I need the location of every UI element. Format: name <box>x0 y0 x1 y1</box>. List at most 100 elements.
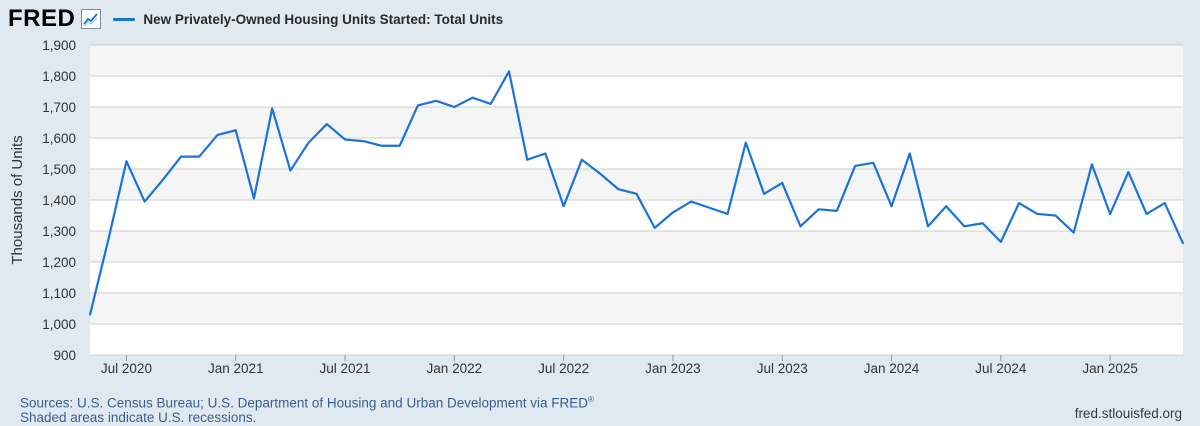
data-point[interactable] <box>489 103 492 105</box>
data-point[interactable] <box>835 209 838 212</box>
x-tick-label: Jan 2022 <box>427 361 483 376</box>
x-axis-tick-labels: Jul 2020 Jan 2021 Jul 2021 Jan 2022 Jul 2022… <box>101 355 1138 376</box>
gridline-bands <box>90 45 1183 324</box>
legend-swatch <box>113 17 136 21</box>
data-point[interactable] <box>216 134 219 136</box>
data-point[interactable] <box>1127 171 1130 174</box>
data-point[interactable] <box>562 205 565 208</box>
fred-logo[interactable]: FRED <box>8 5 76 32</box>
data-point[interactable] <box>908 152 911 155</box>
x-tick-label: Jan 2021 <box>208 361 264 376</box>
data-point[interactable] <box>744 141 747 144</box>
y-axis-tick-labels: 900 1,000 1,100 1,200 1,300 1,400 1,500 1,600 1,… <box>42 38 76 363</box>
data-point[interactable] <box>107 239 110 242</box>
data-point[interactable] <box>271 107 274 110</box>
data-point[interactable] <box>763 192 765 195</box>
data-point[interactable] <box>1182 242 1184 245</box>
x-tick-label: Jan 2024 <box>864 361 920 376</box>
data-point[interactable] <box>872 161 875 164</box>
data-point[interactable] <box>690 200 693 203</box>
data-point[interactable] <box>344 138 346 141</box>
data-point[interactable] <box>398 144 401 147</box>
data-point[interactable] <box>781 182 784 184</box>
data-point[interactable] <box>143 200 146 203</box>
data-point[interactable] <box>89 313 91 316</box>
y-tick-label: 1,600 <box>42 131 76 146</box>
x-tick-label: Jan 2023 <box>645 361 701 376</box>
data-point[interactable] <box>817 208 820 211</box>
data-point[interactable] <box>380 144 383 147</box>
data-point[interactable] <box>799 225 802 228</box>
series-points <box>89 70 1184 316</box>
x-tick-label: Jul 2022 <box>538 361 589 376</box>
data-point[interactable] <box>653 227 656 229</box>
data-point[interactable] <box>1036 213 1039 215</box>
legend-label: New Privately-Owned Housing Units Starte… <box>143 11 504 27</box>
data-point[interactable] <box>963 225 966 228</box>
data-point[interactable] <box>927 225 929 228</box>
data-point[interactable] <box>435 99 438 102</box>
data-point[interactable] <box>253 197 255 200</box>
y-tick-label: 900 <box>53 348 76 363</box>
y-tick-label: 1,400 <box>42 193 76 208</box>
y-tick-label: 1,300 <box>42 224 76 239</box>
y-tick-label: 1,500 <box>42 162 76 177</box>
legend[interactable]: New Privately-Owned Housing Units Starte… <box>113 12 503 27</box>
data-point[interactable] <box>1163 202 1166 205</box>
y-axis-label: Thousands of Units <box>9 135 26 264</box>
data-point[interactable] <box>417 104 419 107</box>
data-point[interactable] <box>1054 214 1057 217</box>
x-tick-label: Jul 2020 <box>101 361 152 376</box>
data-point[interactable] <box>617 188 620 191</box>
site-link[interactable]: fred.stlouisfed.org <box>1074 406 1182 421</box>
y-tick-label: 1,200 <box>42 255 76 270</box>
data-point[interactable] <box>1018 202 1020 205</box>
y-tick-label: 1,000 <box>42 317 76 332</box>
data-point[interactable] <box>161 178 164 181</box>
x-tick-label: Jul 2021 <box>320 361 371 376</box>
footer-sources: Sources: U.S. Census Bureau; U.S. Depart… <box>20 393 594 426</box>
data-point[interactable] <box>890 205 893 208</box>
data-point[interactable] <box>198 155 201 158</box>
data-point[interactable] <box>945 205 948 208</box>
data-point[interactable] <box>508 70 510 73</box>
data-point[interactable] <box>362 140 365 143</box>
data-point[interactable] <box>726 213 729 215</box>
data-point[interactable] <box>981 222 984 225</box>
data-point[interactable] <box>125 160 128 163</box>
y-tick-label: 1,800 <box>42 69 76 84</box>
data-point[interactable] <box>526 158 529 161</box>
data-point[interactable] <box>708 206 711 209</box>
data-point[interactable] <box>180 155 182 158</box>
data-point[interactable] <box>1072 231 1075 234</box>
data-point[interactable] <box>1145 213 1148 215</box>
x-tick-label: Jul 2024 <box>975 361 1027 376</box>
data-point[interactable] <box>544 152 547 155</box>
x-tick-label: Jan 2025 <box>1082 361 1138 376</box>
line-chart-icon <box>81 9 102 29</box>
data-point[interactable] <box>453 106 456 108</box>
data-point[interactable] <box>471 96 474 99</box>
data-point[interactable] <box>999 240 1002 243</box>
chart-header: FRED New Privately-Owned Housing Units S… <box>8 6 503 32</box>
y-tick-label: 1,700 <box>42 100 76 115</box>
data-point[interactable] <box>307 141 310 144</box>
data-point[interactable] <box>325 123 328 125</box>
grid-band <box>90 231 1183 262</box>
recession-note: Shaded areas indicate U.S. recessions. <box>20 410 257 425</box>
sources-text: Sources: U.S. Census Bureau; U.S. Depart… <box>20 395 589 411</box>
grid-band <box>90 293 1183 324</box>
y-tick-label: 1,100 <box>42 286 76 301</box>
y-tick-label: 1,900 <box>42 38 76 53</box>
data-point[interactable] <box>1091 163 1093 166</box>
data-point[interactable] <box>234 129 237 132</box>
data-point[interactable] <box>580 158 583 161</box>
data-point[interactable] <box>854 165 856 167</box>
data-point[interactable] <box>1109 213 1112 215</box>
grid-band <box>90 45 1183 76</box>
data-point[interactable] <box>289 169 292 172</box>
data-point[interactable] <box>672 211 674 214</box>
data-point[interactable] <box>599 172 601 175</box>
data-point[interactable] <box>635 192 638 195</box>
